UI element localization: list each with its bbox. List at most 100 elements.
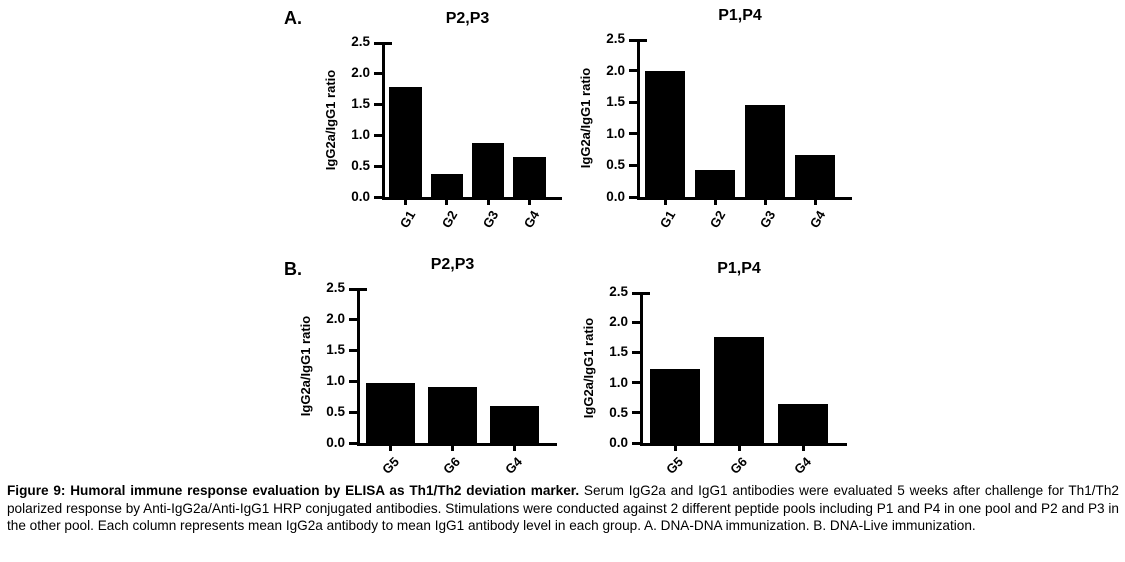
x-tick <box>673 446 677 451</box>
x-tick-label: G5 <box>378 454 402 477</box>
y-tick-label: 2.5 <box>606 31 625 46</box>
y-tick-label: 1.0 <box>606 125 625 141</box>
bar <box>366 382 416 443</box>
y-tick-label: 1.5 <box>351 96 370 111</box>
y-tick-label: 2.5 <box>326 280 345 295</box>
x-tick-label: G4 <box>790 454 814 477</box>
x-axis-line <box>382 197 562 200</box>
x-tick-label: G3 <box>756 208 778 231</box>
caption-body: Serum IgG2a and IgG1 antibodies were eva… <box>7 483 1119 534</box>
x-tick <box>663 200 667 205</box>
y-tick <box>629 163 637 167</box>
x-tick-label: G4 <box>806 208 828 231</box>
x-axis-line <box>357 443 557 446</box>
x-tick-label: G6 <box>726 454 750 477</box>
bar <box>471 143 505 197</box>
y-tick-label: 2.5 <box>351 34 370 49</box>
y-axis-top-cap <box>360 288 367 291</box>
bar <box>713 337 765 443</box>
x-tick <box>713 200 717 205</box>
y-tick-label: 0.0 <box>609 435 628 450</box>
y-tick <box>632 441 640 445</box>
y-tick <box>629 39 637 42</box>
y-tick <box>374 42 382 45</box>
y-tick <box>374 133 382 137</box>
x-tick-label: G4 <box>520 208 543 231</box>
y-tick-label: 0.5 <box>351 158 370 173</box>
y-axis-top-cap <box>385 42 392 45</box>
bar <box>428 387 477 443</box>
y-tick-label: 0.5 <box>326 404 345 419</box>
x-tick-label: G2 <box>706 208 728 231</box>
y-tick <box>349 288 357 291</box>
y-tick-label: 0.5 <box>609 404 628 420</box>
y-tick-label: 2.0 <box>606 62 625 78</box>
x-tick <box>763 200 767 205</box>
chart-title: P1,P4 <box>718 7 762 24</box>
x-tick <box>389 446 393 451</box>
y-tick <box>632 350 640 354</box>
bar <box>645 70 685 197</box>
x-axis-line <box>640 443 847 446</box>
x-tick <box>801 446 805 451</box>
x-tick <box>527 200 531 205</box>
y-tick <box>349 348 357 352</box>
chart-title: P2,P3 <box>445 10 490 27</box>
y-tick-label: 1.5 <box>326 342 345 357</box>
y-tick <box>629 69 637 73</box>
y-tick <box>349 410 357 414</box>
x-tick <box>445 200 449 205</box>
x-tick-label: G6 <box>440 454 464 477</box>
bar-chart-panel-a-p1p4: P1,P4 IgG2a/IgG1 ratio 0.0 0.5 1.0 1.5 2.0 2.5 G… <box>578 7 852 231</box>
y-tick-label: 0.0 <box>326 435 345 450</box>
chart-title: P1,P4 <box>717 260 761 277</box>
y-tick <box>629 195 637 199</box>
bar <box>513 156 546 197</box>
bar <box>795 155 835 197</box>
y-axis-line <box>637 39 640 200</box>
y-tick-label: 0.0 <box>606 189 625 204</box>
y-axis-label: IgG2a/IgG1 ratio <box>581 317 596 418</box>
y-tick <box>632 292 640 295</box>
x-tick-label: G4 <box>501 454 525 477</box>
bar-chart-panel-a-p2p3: P2,P3 IgG2a/IgG1 ratio 0.0 0.5 1.0 1.5 2.0 2.5 G… <box>323 10 562 231</box>
caption-title: Figure 9: Humoral immune response evalua… <box>7 483 580 498</box>
bar <box>777 403 829 443</box>
y-tick-label: 2.0 <box>609 314 628 330</box>
x-tick <box>486 200 490 205</box>
x-tick-label: G1 <box>656 208 678 231</box>
y-tick <box>374 102 382 106</box>
y-tick <box>629 100 637 104</box>
bar <box>389 86 422 197</box>
chart-title: P2,P3 <box>430 256 475 273</box>
bar <box>430 174 464 197</box>
y-tick-label: 0.5 <box>606 157 625 173</box>
figure-caption: Figure 9: Humoral immune response evalua… <box>7 482 1119 535</box>
y-tick-label: 1.5 <box>609 344 628 360</box>
y-axis-top-cap <box>643 292 650 295</box>
bar <box>745 104 785 197</box>
y-tick <box>632 320 640 324</box>
bar-chart-panel-b-p2p3: P2,P3 IgG2a/IgG1 ratio 0.0 0.5 1.0 1.5 2.0 2.5 G… <box>298 256 557 477</box>
y-tick-label: 2.0 <box>351 65 370 80</box>
y-tick <box>349 317 357 321</box>
y-tick-label: 0.0 <box>351 189 370 204</box>
y-axis-line <box>640 292 643 446</box>
y-tick-label: 1.5 <box>606 94 625 110</box>
x-tick-label: G1 <box>396 208 419 231</box>
x-tick <box>451 446 454 451</box>
panel-a-label: A. <box>284 8 302 28</box>
bar <box>649 369 701 443</box>
panel-b-label: B. <box>284 259 302 279</box>
bar-chart-panel-b-p1p4: P1,P4 IgG2a/IgG1 ratio 0.0 0.5 1.0 1.5 2.0 2.5 G… <box>581 260 847 477</box>
y-axis-top-cap <box>640 39 647 42</box>
y-tick <box>629 132 637 136</box>
x-tick <box>512 446 516 451</box>
y-tick <box>374 164 382 168</box>
y-tick <box>349 379 357 383</box>
y-tick-label: 1.0 <box>609 374 628 390</box>
x-tick-label: G5 <box>662 454 686 477</box>
bar <box>489 406 539 443</box>
y-axis-label: IgG2a/IgG1 ratio <box>298 315 313 416</box>
